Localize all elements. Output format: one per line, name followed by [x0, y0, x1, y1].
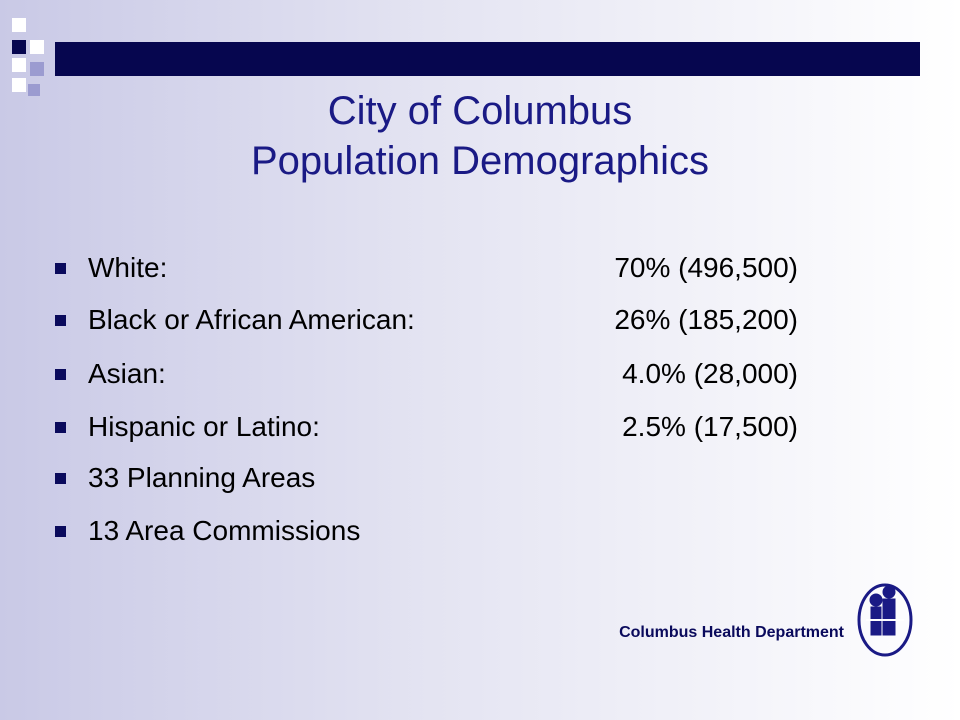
bullet-marker	[55, 422, 66, 433]
bullet-label: Hispanic or Latino:	[88, 411, 320, 442]
bullet-marker	[55, 526, 66, 537]
deco-square	[12, 40, 26, 54]
footer: Columbus Health Department	[619, 624, 844, 641]
bullet-item: Asian: 4.0% (28,000)	[0, 354, 960, 394]
bullet-item: White: 70% (496,500)	[0, 248, 960, 288]
bullet-label: 13 Area Commissions	[88, 515, 361, 546]
bullet-item: Black or African American: 26% (185,200)	[0, 300, 960, 340]
bullet-item: Hispanic or Latino: 2.5% (17,500)	[0, 407, 960, 447]
deco-square	[30, 62, 44, 76]
header-bar	[55, 42, 920, 76]
bullet-marker	[55, 263, 66, 274]
bullet-marker	[55, 315, 66, 326]
bullet-item: 33 Planning Areas	[0, 458, 960, 498]
bullet-label: 33 Planning Areas	[88, 462, 316, 493]
bullet-label: Black or African American:	[88, 304, 415, 335]
title: City of Columbus	[327, 89, 633, 133]
deco-square	[28, 84, 40, 96]
bullet-value: 26% (185,200)	[614, 304, 798, 335]
bullet-label: White:	[88, 252, 168, 283]
deco-square	[12, 58, 26, 72]
bullet-value: 4.0% (28,000)	[622, 358, 798, 389]
bullet-value: 2.5% (17,500)	[622, 411, 798, 442]
deco-square	[12, 78, 26, 92]
bullet-value: 70% (496,500)	[614, 252, 798, 283]
title: Population Demographics	[250, 139, 710, 183]
deco-square	[30, 40, 44, 54]
deco-square	[12, 18, 26, 32]
bullet-label: Asian:	[88, 358, 166, 389]
bullet-marker	[55, 473, 66, 484]
logo	[857, 583, 913, 657]
bullet-item: 13 Area Commissions	[0, 511, 960, 551]
bullet-marker	[55, 369, 66, 380]
